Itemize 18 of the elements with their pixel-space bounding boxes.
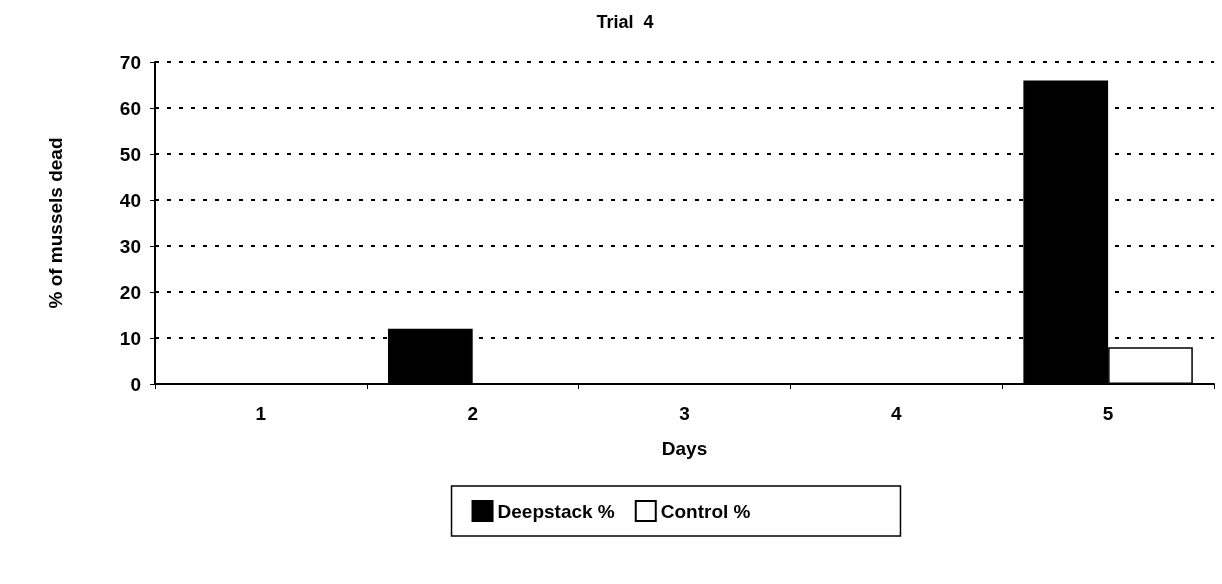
x-axis-title: Days	[661, 438, 708, 459]
y-tick-label: 40	[119, 189, 141, 211]
y-tick-label: 70	[119, 51, 141, 73]
x-tick-label: 4	[891, 403, 903, 424]
y-tick-label: 0	[130, 373, 141, 395]
y-tick-label: 60	[119, 97, 141, 119]
chart-title: Trial 4	[596, 12, 654, 32]
legend-label: Control %	[660, 500, 751, 522]
x-tick-label: 5	[1102, 403, 1114, 424]
y-tick-label: 50	[119, 143, 141, 165]
legend-label: Deepstack %	[497, 500, 615, 522]
y-axis-title: % of mussels dead	[45, 137, 66, 309]
x-tick-label: 3	[679, 403, 690, 424]
x-tick-label: 2	[467, 403, 478, 424]
x-tick-label: 1	[255, 403, 267, 424]
y-tick-label: 30	[119, 235, 141, 257]
y-tick-label: 20	[119, 281, 141, 303]
y-tick-label: 10	[119, 327, 141, 349]
